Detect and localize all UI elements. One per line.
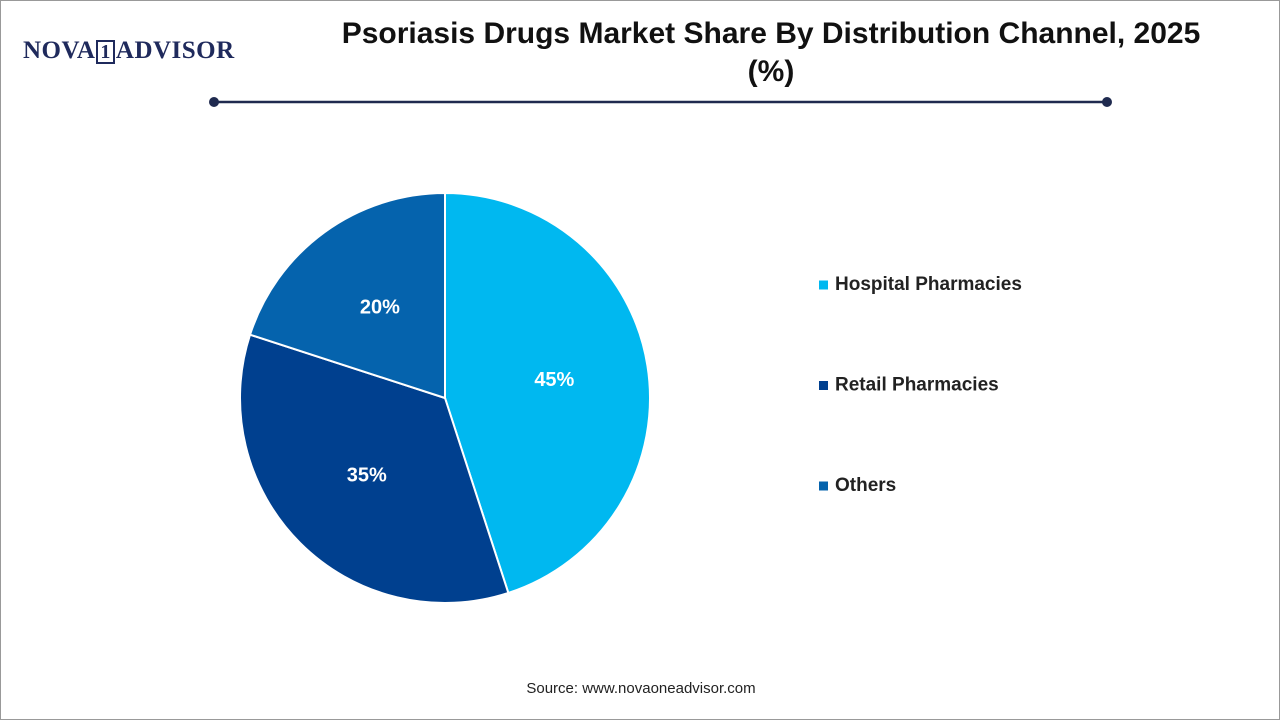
logo-text: NOVA: [23, 37, 96, 64]
data-label: 35%: [347, 465, 387, 487]
legend-swatch: [819, 280, 828, 290]
source: Source: www.novaoneadvisor.com: [526, 680, 756, 697]
logo-text: 1: [96, 40, 115, 64]
pie-slice: [239, 333, 510, 604]
legend-label: Hospital Pharmacies: [835, 274, 1022, 295]
rule-dot: [1102, 97, 1112, 107]
rule-dot: [209, 97, 219, 107]
logo-text: ADVISOR: [115, 37, 235, 64]
legend-swatch: [819, 381, 828, 390]
pie-slice: [444, 191, 651, 595]
legend-label: Retail Pharmacies: [835, 375, 999, 396]
chart-title: Psoriasis Drugs Market Share By Distribu…: [341, 17, 1201, 88]
pie-slice: [248, 191, 446, 400]
data-label: 45%: [534, 369, 574, 391]
legend-label: Others: [835, 475, 896, 496]
logo: NOVA 1 ADVISOR: [23, 37, 235, 65]
legend-swatch: [819, 481, 828, 491]
data-label: 20%: [360, 297, 400, 319]
